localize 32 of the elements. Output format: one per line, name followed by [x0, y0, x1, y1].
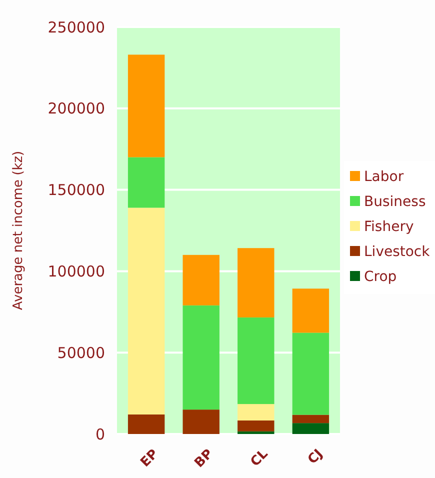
bar: [238, 317, 274, 404]
x-tick-label: CL: [248, 446, 272, 470]
bar: [292, 288, 330, 333]
y-tick-label: 50000: [57, 344, 105, 362]
legend-label: Fishery: [364, 218, 414, 235]
legend-label: Crop: [364, 268, 397, 285]
y-tick-label: 100000: [48, 262, 105, 280]
bar: [238, 248, 274, 318]
bar: [128, 208, 165, 414]
bar: [182, 254, 220, 306]
bar: [182, 410, 220, 434]
bar: [238, 431, 274, 434]
legend-label: Business: [364, 194, 426, 210]
x-tick-label: EP: [138, 446, 162, 470]
legend-label: Livestock: [364, 244, 431, 260]
y-tick-label: 200000: [48, 100, 105, 118]
bar: [128, 54, 165, 158]
bar: [292, 332, 330, 415]
bar: [292, 414, 330, 424]
bar: [292, 423, 330, 434]
bar: [128, 157, 165, 208]
legend-label: Labor: [364, 168, 404, 185]
bar: [238, 404, 274, 420]
bar: [182, 305, 220, 410]
y-tick-label: 250000: [48, 18, 105, 36]
y-axis-title: Average net income (kz): [11, 150, 26, 310]
bar: [238, 420, 274, 432]
x-tick-label: BP: [192, 446, 216, 472]
bar: [128, 414, 165, 434]
x-tick-label: CJ: [305, 446, 326, 468]
y-tick-label: 150000: [48, 181, 105, 200]
y-tick-label: 0: [95, 425, 105, 444]
